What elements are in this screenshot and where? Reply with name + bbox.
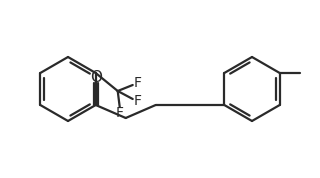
Text: F: F xyxy=(116,106,124,120)
Text: F: F xyxy=(134,94,142,108)
Text: O: O xyxy=(90,69,102,85)
Text: F: F xyxy=(134,76,142,90)
